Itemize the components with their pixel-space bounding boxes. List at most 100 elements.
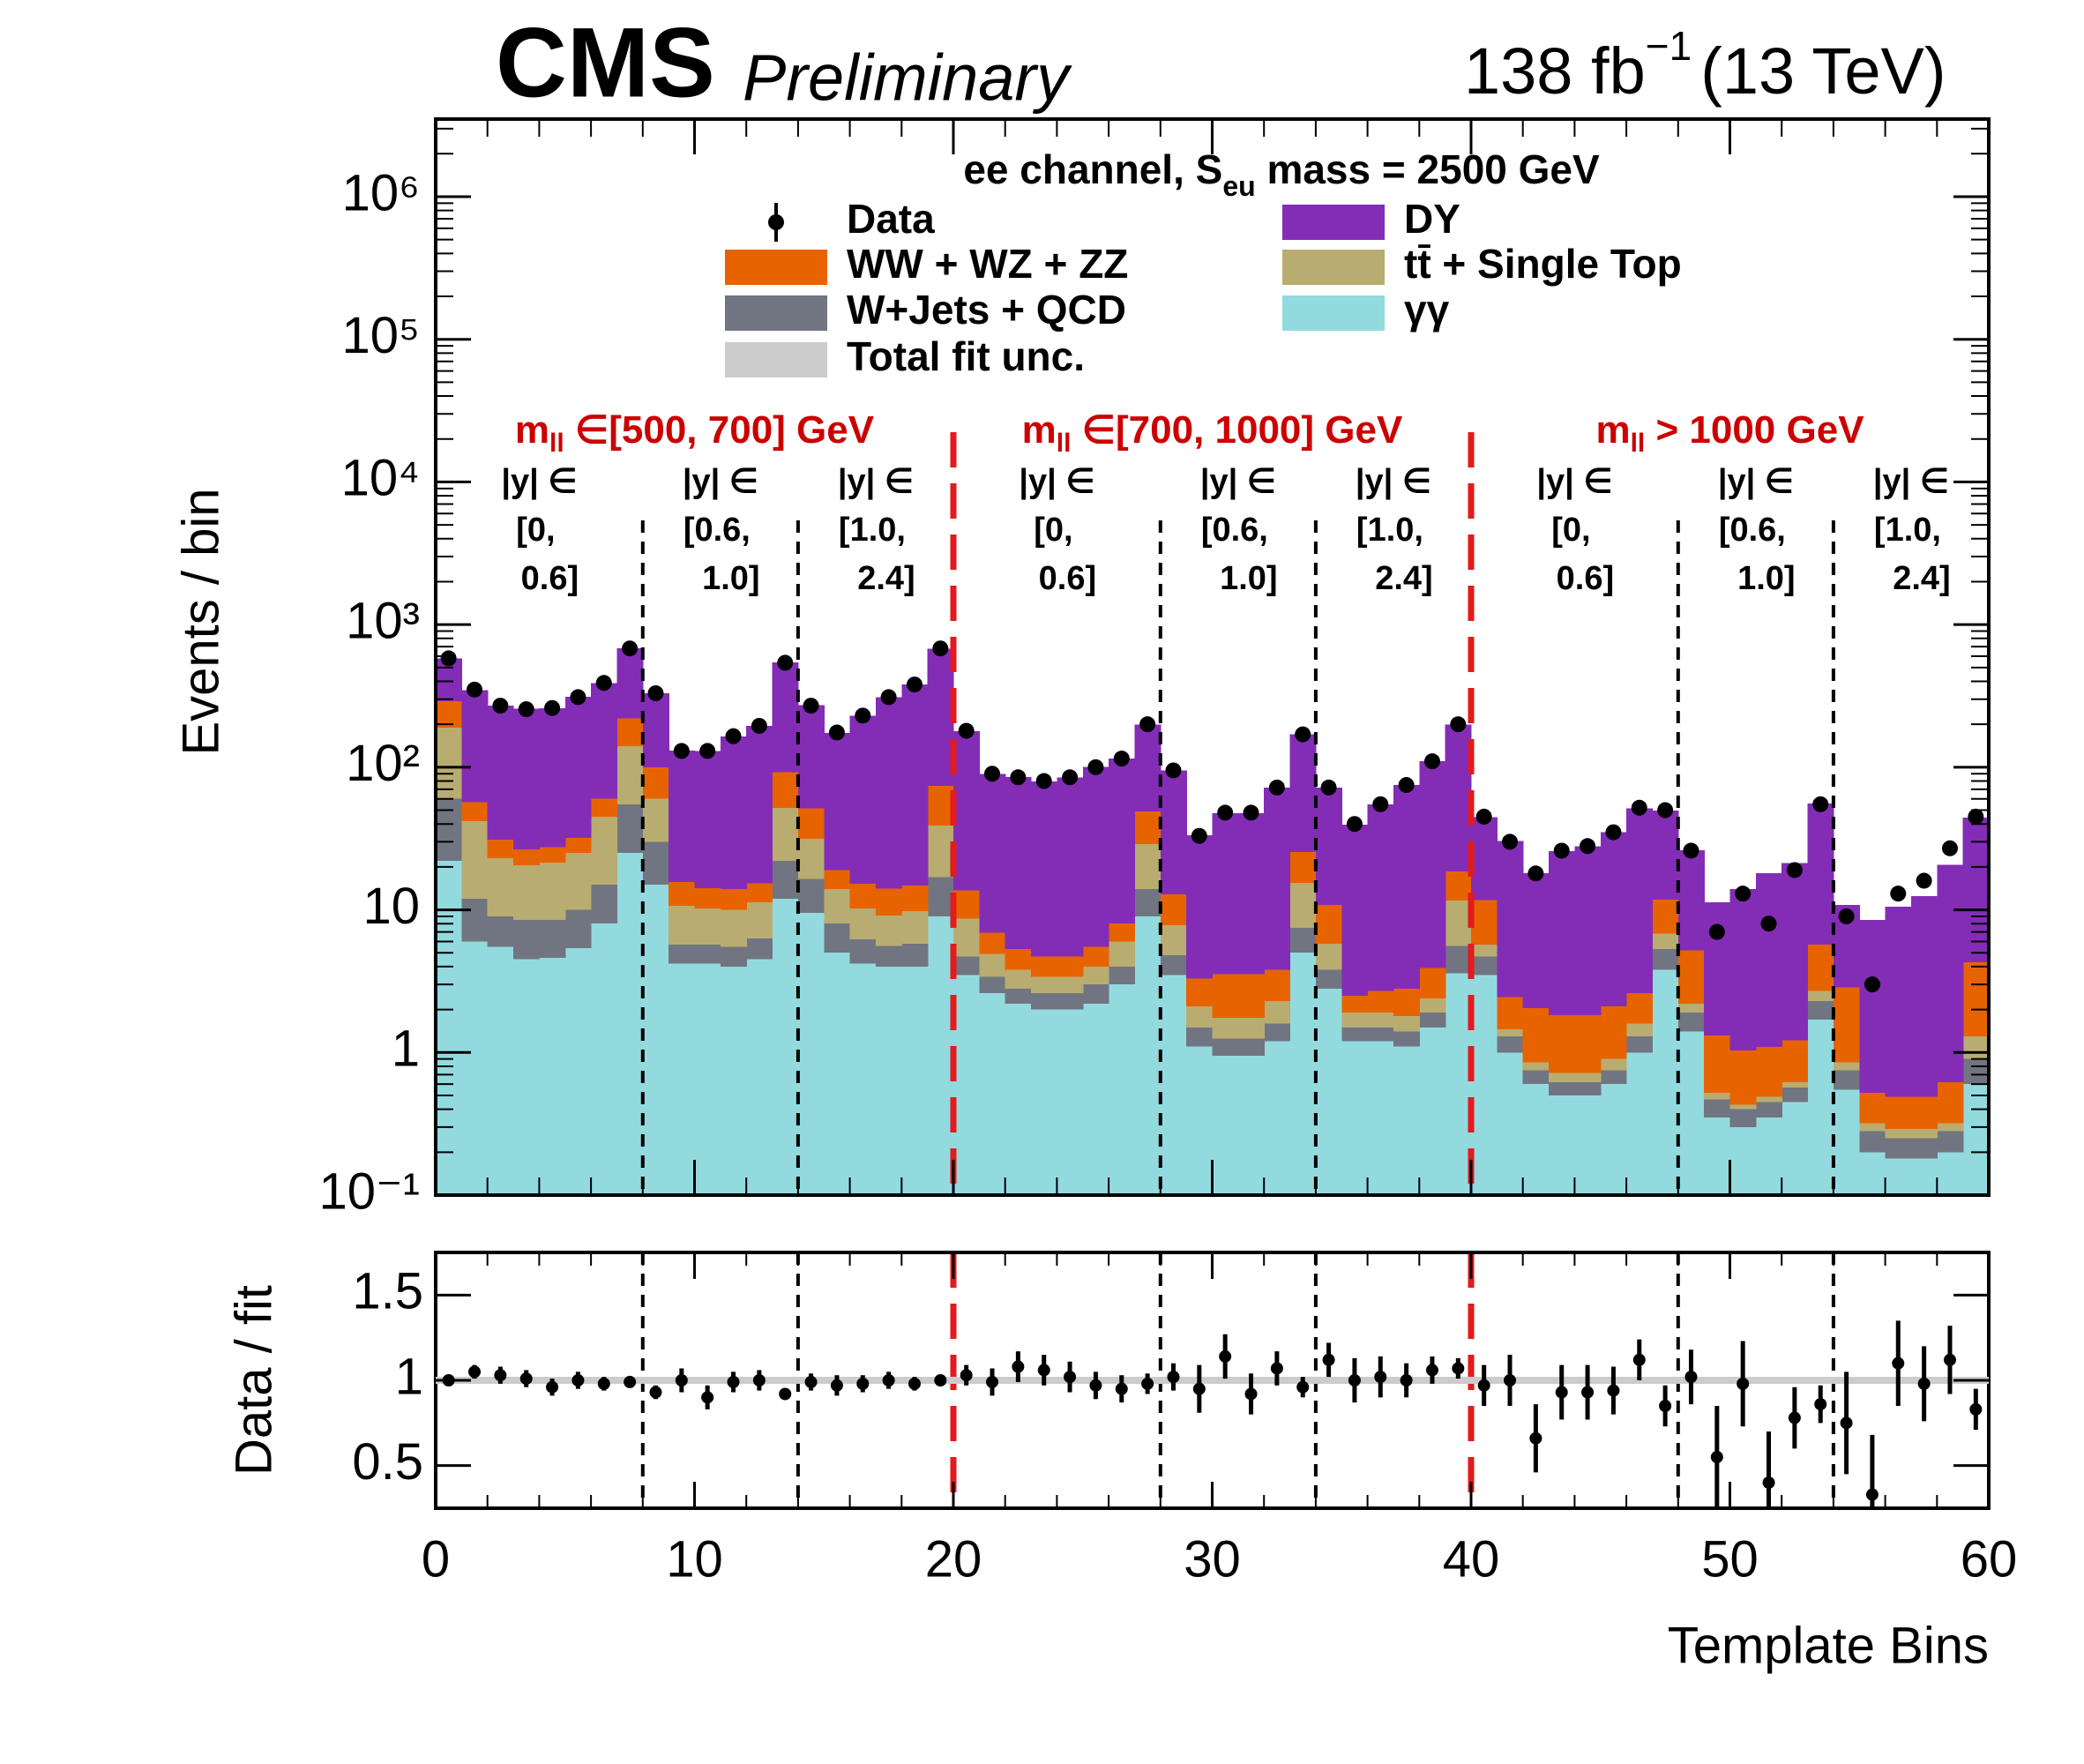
ratio-point (1452, 1362, 1465, 1375)
stack-bar (1341, 1041, 1369, 1195)
ratio-point (1737, 1377, 1750, 1390)
stack-bar (1005, 988, 1032, 1004)
region-symbol: m (1595, 408, 1630, 452)
preliminary-label: Preliminary (743, 41, 1072, 115)
stack-bar (901, 966, 929, 1195)
stack-bar (797, 878, 825, 914)
stack-bar (1781, 1081, 1809, 1088)
stack-bar (1937, 1123, 1964, 1132)
stack-bar (513, 919, 540, 960)
stack-bar (1652, 949, 1679, 970)
data-point (1553, 842, 1570, 859)
rapidity-label: 2.4] (1893, 560, 1950, 597)
lumi-label: 138 fb−1 (13 TeV) (1464, 23, 1946, 107)
stack-bar (1962, 1035, 1990, 1059)
data-point (1941, 840, 1958, 856)
rapidity-label: [1.0, (839, 512, 906, 549)
ratio-y-axis-label: Data / fit (225, 1285, 282, 1476)
stack-bar (849, 715, 877, 885)
legend-swatch (1282, 205, 1385, 240)
stack-bar (1160, 770, 1187, 895)
data-point (1191, 827, 1207, 844)
stack-bar (1186, 1046, 1214, 1195)
stack-bar (1471, 956, 1498, 975)
stack-bar (436, 798, 462, 862)
stack-bar (953, 890, 980, 919)
region-sub: ll (1057, 429, 1072, 458)
stack-bar (772, 807, 799, 862)
ratio-point (1400, 1374, 1413, 1387)
stack-bar (1341, 1013, 1369, 1028)
data-point (595, 675, 612, 691)
stack-bar (461, 941, 489, 1195)
stack-bar (720, 966, 747, 1195)
stack-bar (1549, 850, 1575, 1016)
stack-bar (979, 774, 1006, 933)
stack-bar (1962, 1058, 1990, 1085)
stack-bar (1264, 1000, 1291, 1024)
stack-bar (694, 751, 721, 888)
stack-bar (1212, 974, 1239, 1018)
rapidity-label: 1.0] (1737, 560, 1795, 597)
stack-bar (1445, 871, 1472, 901)
stack-bar (669, 881, 696, 906)
legend-label: Total fit unc. (847, 333, 1085, 379)
ratio-point (727, 1375, 740, 1388)
stack-bar (1057, 993, 1084, 1010)
stack-bar (1652, 969, 1679, 1195)
stack-bar (1652, 899, 1679, 934)
stack-bar (1419, 1027, 1446, 1195)
stack-bar (772, 898, 799, 1195)
rapidity-label: 1.0] (702, 560, 759, 597)
ratio-y-tick-label: 1 (395, 1348, 423, 1405)
legend-swatch (725, 342, 827, 377)
data-point (1398, 777, 1415, 794)
stack-bar (1497, 841, 1524, 998)
data-point (1864, 976, 1880, 993)
ratio-point (1969, 1402, 1983, 1416)
stack-bar (513, 959, 540, 1195)
stack-bar (1574, 1015, 1602, 1073)
stack-bar (1367, 804, 1394, 991)
stack-bar (1109, 759, 1136, 924)
y-tick-label: 10⁶ (342, 164, 420, 221)
stack-bar (797, 705, 825, 809)
region-label: mll ∈[500, 700] GeV (515, 408, 875, 458)
rapidity-label: 1.0] (1220, 560, 1277, 597)
stack-bar (953, 956, 980, 975)
stack-bar (875, 888, 902, 916)
data-point (622, 640, 639, 657)
ratio-point (1270, 1362, 1283, 1375)
y-tick-label: 10³ (346, 592, 420, 649)
stack-bar (1109, 984, 1136, 1195)
stack-bar (1393, 1031, 1420, 1047)
stack-bar (513, 708, 540, 850)
stack-bar (461, 820, 489, 899)
stack-bar (720, 946, 747, 967)
ratio-point (1037, 1364, 1050, 1377)
stack-bar (1626, 1035, 1654, 1053)
ratio-point (752, 1374, 766, 1387)
stack-bar (642, 798, 669, 842)
x-tick-label: 30 (1184, 1530, 1241, 1588)
stack-bar (720, 888, 747, 910)
stack-bar (591, 816, 618, 886)
stack-bar (1005, 949, 1032, 970)
data-point (1890, 886, 1907, 902)
stack-bar (1160, 975, 1187, 1195)
ratio-point (1529, 1431, 1542, 1445)
stack-bar (1574, 846, 1602, 1016)
stack-bar (1289, 882, 1317, 928)
stack-bar (1755, 1096, 1782, 1102)
stack-bar (461, 898, 489, 942)
stack-bar (1755, 1047, 1782, 1097)
ratio-point (494, 1369, 507, 1382)
ratio-point (1917, 1377, 1931, 1390)
stack-bar (642, 841, 669, 886)
stack-bar (1445, 901, 1472, 946)
stack-bar (1704, 1035, 1731, 1094)
rapidity-label: |y| ∈ (1200, 463, 1276, 500)
stack-bar (616, 648, 644, 719)
stack-bar (1237, 1017, 1265, 1039)
stack-bar (849, 884, 877, 909)
